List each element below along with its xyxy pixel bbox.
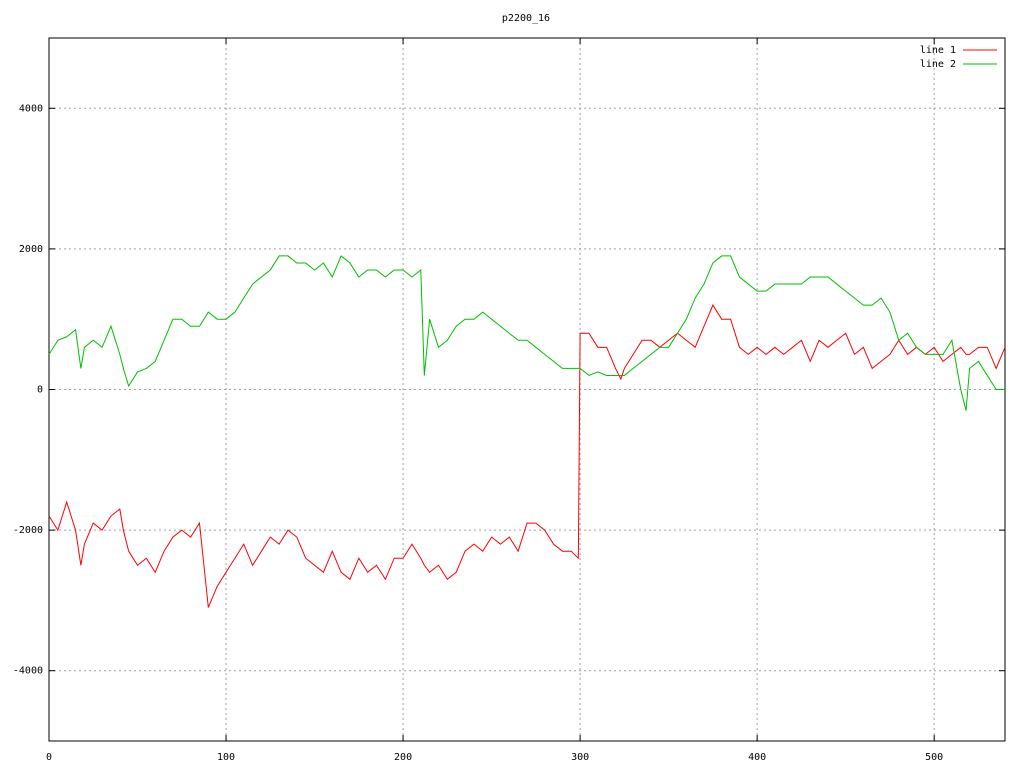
chart-title: p2200_16 — [502, 13, 550, 24]
x-tick-label: 400 — [748, 752, 766, 763]
x-tick-label: 0 — [46, 752, 52, 763]
x-tick-label: 300 — [571, 752, 589, 763]
x-tick-label: 200 — [394, 752, 412, 763]
y-tick-label: -2000 — [13, 525, 43, 536]
data-line — [48, 304, 1006, 608]
data-line — [48, 255, 1005, 411]
legend-label: line 2 — [920, 59, 956, 70]
y-tick-label: -4000 — [13, 666, 43, 677]
x-tick-label: 100 — [217, 752, 235, 763]
y-tick-label: 2000 — [19, 244, 43, 255]
legend-label: line 1 — [920, 45, 956, 56]
y-tick-label: 0 — [37, 385, 43, 396]
plot-border — [48, 37, 1006, 742]
x-tick-label: 500 — [925, 752, 943, 763]
y-tick-label: 4000 — [19, 103, 43, 114]
